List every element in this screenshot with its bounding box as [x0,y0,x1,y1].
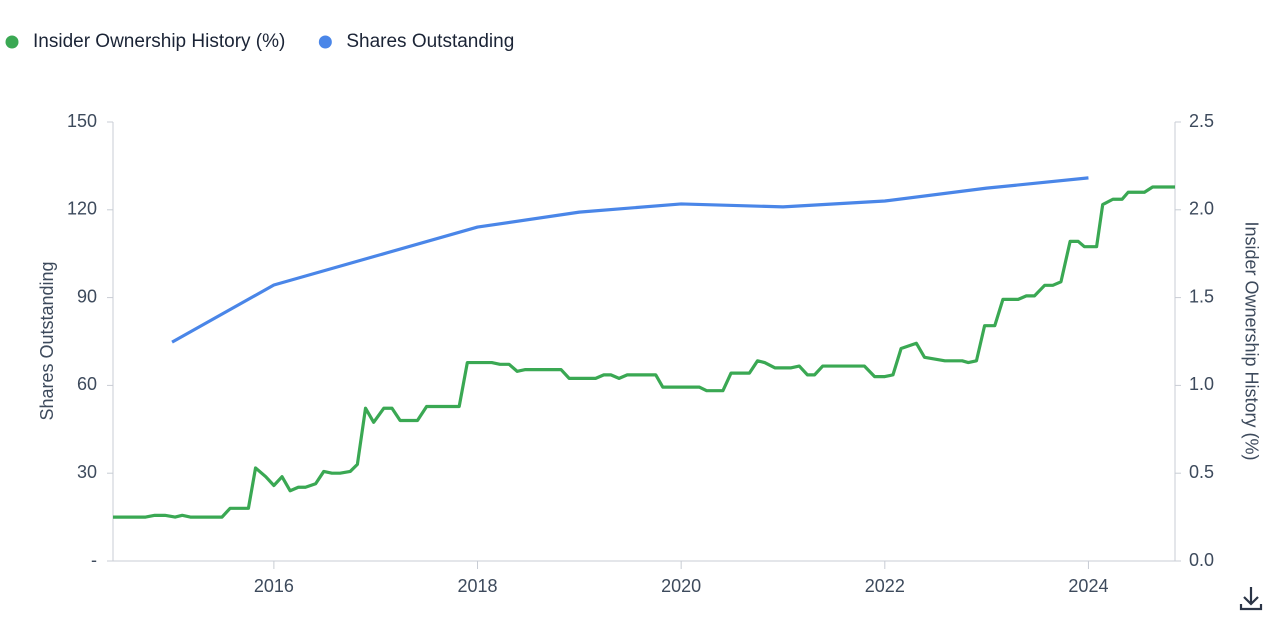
y2-tick-label: 1.5 [1189,286,1214,306]
y2-tick-label: 0.5 [1189,462,1214,482]
x-tick-label: 2018 [457,576,497,596]
y2-tick-label: 0.0 [1189,550,1214,570]
y-tick-label: 30 [77,462,97,482]
legend-marker [5,35,19,49]
y-tick-label: 60 [77,374,97,394]
legend-label: Shares Outstanding [346,31,514,52]
series-line [171,176,1089,344]
y-axis-title: Shares Outstanding [37,261,57,420]
x-tick-label: 2024 [1068,576,1108,596]
y2-tick-label: 1.0 [1189,374,1214,394]
legend: Insider Ownership History (%) Shares Outs… [5,31,514,52]
y2-tick-label: 2.5 [1189,111,1214,131]
series-line [113,185,1175,519]
y2-tick-label: 2.0 [1189,199,1214,219]
download-icon[interactable] [1239,587,1263,611]
x-tick-label: 2016 [254,576,294,596]
y-tick-label: 120 [67,199,97,219]
y-tick-label: - [91,550,97,570]
y-tick-label: 90 [77,286,97,306]
x-tick-label: 2022 [865,576,905,596]
y2-axis-title: Insider Ownership History (%) [1241,221,1261,460]
x-tick-label: 2020 [661,576,701,596]
y-tick-label: 150 [67,111,97,131]
download-glyph[interactable] [1239,587,1263,611]
legend-marker [318,35,332,49]
legend-label: Insider Ownership History (%) [33,31,285,52]
